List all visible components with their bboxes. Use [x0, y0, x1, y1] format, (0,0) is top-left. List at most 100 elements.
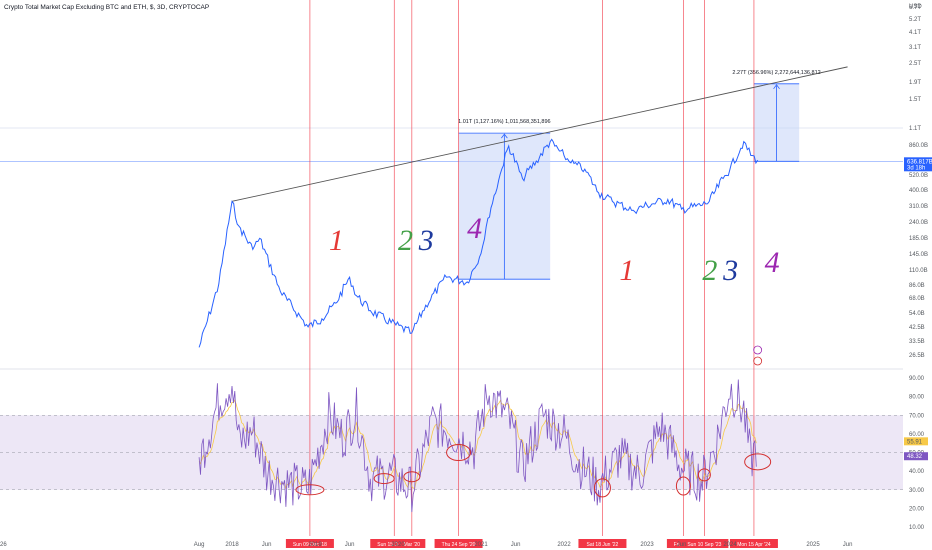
rsi-band-layer: [0, 414, 903, 491]
handwritten-wave-cycle2-1: 1: [619, 254, 634, 287]
vertical-marker-label: Mar '20: [404, 542, 421, 548]
vertical-marker-label-bg: [729, 539, 778, 548]
alert-icon: [753, 356, 763, 366]
time-axis-label: 2022: [557, 542, 571, 548]
handwritten-wave-cycle1-3: 3: [418, 224, 434, 257]
currency-label: USD: [909, 4, 922, 10]
price-axis-label: 1.9T: [909, 80, 921, 86]
measure-label-2024: 2.27T (356.96%) 2,272,644,136,812: [732, 70, 820, 76]
price-axis-label: 4.1T: [909, 30, 921, 36]
rsi-highlight-ellipse: [446, 444, 472, 461]
trendline-layer: [231, 66, 848, 202]
current-price-badge: [904, 157, 932, 172]
time-axis-label: 2024: [723, 542, 737, 548]
price-axis-label: 54.0B: [909, 311, 925, 317]
rsi-highlight-ellipse: [295, 484, 325, 496]
measure-box-2024-arrow-head: [773, 84, 780, 90]
price-axis-label: 520.0B: [909, 173, 928, 179]
time-axis-label: Jun: [511, 542, 521, 548]
vertical-marker-label: Sat 18 Jun '22: [587, 542, 619, 548]
trendline: [231, 66, 848, 202]
price-axis-label: 310.0B: [909, 204, 928, 210]
rsi-highlight-ellipse: [744, 453, 772, 471]
rsi-highlight-ellipse: [675, 476, 691, 496]
handwritten-wave-cycle1-4: 4: [467, 212, 482, 245]
handwritten-layer: 1 2 3 41 2 3 4: [295, 212, 780, 498]
vertical-marker-label: Sun 09 Dec '18: [293, 542, 327, 548]
rsi-axis-label: 70.00: [909, 413, 925, 419]
price-axis-label: 5.2T: [909, 17, 921, 23]
price-axis-label: 860.0B: [909, 143, 928, 149]
time-axis-label: 2026: [0, 542, 7, 548]
price-axis-label: 240.0B: [909, 220, 928, 226]
vertical-marker-label-bg: [370, 539, 419, 548]
price-series-line: [198, 138, 759, 348]
price-axis-label: 26.5B: [909, 353, 925, 359]
price-axis-label: 86.0B: [909, 283, 925, 289]
price-axis-label: 2.5T: [909, 61, 921, 67]
price-axis-label: 68.0B: [909, 296, 925, 302]
time-axis-label: Jun: [677, 542, 687, 548]
time-axis-label: 2019: [308, 542, 322, 548]
time-axis-label: 2021: [474, 542, 488, 548]
alert-icon: [753, 345, 763, 355]
vertical-marker-label: Sun 10 Sep '23: [687, 542, 721, 548]
measure-box-layer: 1.01T (1,127.16%) 1,011,568,351,896 2.27T…: [458, 70, 821, 280]
price-axis-label: 6.7T: [909, 5, 921, 11]
rsi-value: 48.32: [907, 454, 923, 460]
rsi-axis-label: 20.00: [909, 506, 925, 512]
vertical-marker-label: Sun 15 Dec '19: [377, 542, 411, 548]
price-axis-label: 110.0B: [909, 268, 928, 274]
price-series-layer: [198, 138, 759, 348]
measure-label-2021: 1.01T (1,127.16%) 1,011,568,351,896: [458, 119, 550, 125]
rsi-axis-label: 60.00: [909, 432, 925, 438]
rsi-highlight-ellipse: [373, 473, 395, 485]
vertical-marker-label: Thu 24 Sep '20: [442, 542, 476, 548]
handwritten-wave-cycle2-4: 4: [765, 246, 780, 279]
price-axis-label: 400.0B: [909, 188, 928, 194]
time-axis-label: Jun: [345, 542, 355, 548]
price-axis-label: 145.0B: [909, 252, 928, 258]
vertical-marker-label-bg: [285, 539, 334, 548]
time-axis-label: Jun: [843, 542, 853, 548]
rsi-axis-label: 90.00: [909, 376, 925, 382]
vertical-marker-label-bg: [578, 539, 627, 548]
rsi-line: [198, 379, 757, 513]
vertical-marker-label-bg: [434, 539, 483, 548]
rsi-highlight-ellipse: [403, 471, 421, 483]
handwritten-wave-cycle2-2: 2: [702, 254, 717, 287]
price-axis-label: 42.5B: [909, 325, 925, 331]
time-axis-label: 2025: [806, 542, 820, 548]
vertical-marker-label: Mon 15 Apr '24: [737, 542, 771, 548]
vertical-marker-label-bg: [398, 539, 426, 548]
chart-title: Crypto Total Market Cap Excluding BTC an…: [4, 4, 210, 11]
current-price-countdown: 3d 18h: [907, 165, 925, 171]
time-axis-label: 2020: [391, 542, 405, 548]
vertical-marker-label-bg: [680, 539, 729, 548]
handwritten-wave-cycle2-3: 3: [722, 254, 738, 287]
time-axis-label: 2018: [225, 542, 239, 548]
rsi-highlight-ellipse: [697, 468, 711, 482]
price-axis-label: 185.0B: [909, 236, 928, 242]
rsi-axis-label: 40.00: [909, 469, 925, 475]
rsi-badge: [904, 452, 928, 461]
rsi-ma-badge: [904, 437, 928, 446]
measure-box-2021-arrow-head: [501, 133, 508, 139]
rsi-axis-label: 30.00: [909, 488, 925, 494]
grid-layer: [0, 127, 903, 370]
current-price-value: 636.817B: [907, 159, 932, 165]
price-axis-label: 3.1T: [909, 45, 921, 51]
price-axis-label: 1.1T: [909, 126, 921, 132]
rsi-axis-label: 80.00: [909, 395, 925, 401]
rsi-highlight-ellipse: [593, 478, 611, 498]
vertical-marker-layer: [309, 0, 755, 536]
time-axis-label: 2023: [640, 542, 654, 548]
handwritten-wave-cycle1-2: 2: [398, 224, 413, 257]
time-axis-label: Aug: [194, 542, 205, 548]
price-axis-label: 1.5T: [909, 97, 921, 103]
rsi-series-layer: [198, 379, 757, 513]
rsi-ma-value: 55.91: [907, 439, 923, 445]
rsi-axis-label: 10.00: [909, 525, 925, 531]
